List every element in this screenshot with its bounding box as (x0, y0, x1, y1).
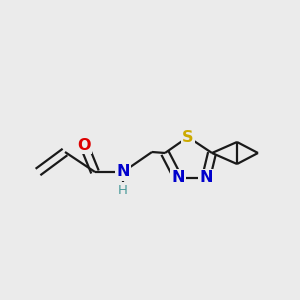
Text: S: S (182, 130, 194, 145)
Text: N: N (199, 170, 213, 185)
Text: N: N (171, 170, 185, 185)
Text: O: O (77, 137, 91, 152)
Text: H: H (118, 184, 128, 196)
Text: N: N (116, 164, 130, 179)
